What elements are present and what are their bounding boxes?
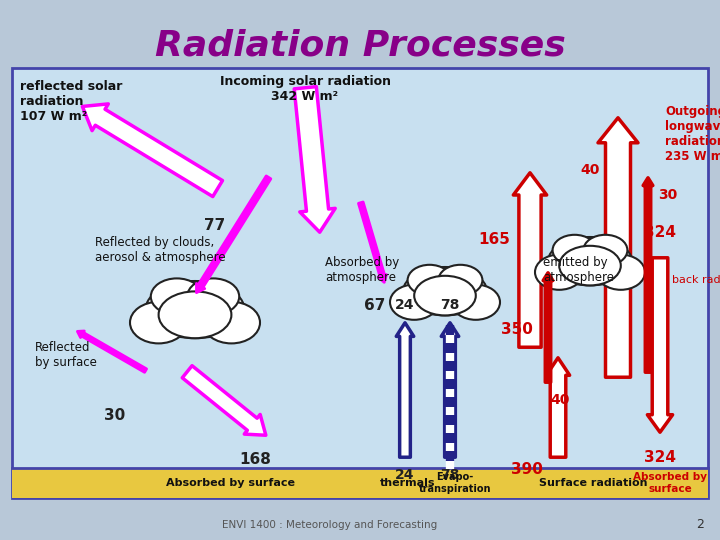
Ellipse shape: [548, 237, 632, 286]
Text: back radiation: back radiation: [672, 275, 720, 285]
Text: Absorbed by
atmosphere: Absorbed by atmosphere: [325, 256, 400, 284]
Ellipse shape: [535, 254, 583, 290]
Text: 2: 2: [696, 518, 704, 531]
Text: Surface radiation: Surface radiation: [539, 478, 647, 488]
Ellipse shape: [552, 235, 597, 266]
Ellipse shape: [150, 279, 203, 315]
Ellipse shape: [158, 292, 231, 338]
Ellipse shape: [438, 265, 482, 295]
Text: 40: 40: [580, 163, 600, 177]
Text: 67: 67: [364, 298, 386, 313]
Ellipse shape: [451, 285, 500, 320]
Text: 78: 78: [441, 298, 459, 312]
Text: 30: 30: [658, 188, 678, 202]
Text: Radiation Processes: Radiation Processes: [155, 28, 565, 62]
Ellipse shape: [403, 267, 487, 315]
Ellipse shape: [414, 276, 476, 315]
Ellipse shape: [408, 265, 451, 295]
Text: 390: 390: [511, 462, 543, 477]
Text: 324: 324: [644, 450, 676, 465]
Ellipse shape: [559, 246, 621, 286]
Text: thermals: thermals: [380, 478, 436, 488]
Text: Outgoing
longwave
radiation
235 W m²: Outgoing longwave radiation 235 W m²: [665, 105, 720, 163]
Text: Reflected
by surface: Reflected by surface: [35, 341, 97, 369]
Bar: [12, 68, 708, 498]
Ellipse shape: [130, 302, 187, 343]
Text: 324: 324: [644, 225, 676, 240]
Ellipse shape: [583, 235, 627, 266]
Text: 77: 77: [204, 218, 225, 233]
Text: Absorbed by surface: Absorbed by surface: [166, 478, 294, 488]
Text: Reflected by clouds,
aerosol & atmosphere: Reflected by clouds, aerosol & atmospher…: [95, 236, 225, 264]
Text: 350: 350: [501, 322, 533, 338]
Bar: [12, 468, 708, 498]
Text: Evapo-
transpiration: Evapo- transpiration: [419, 472, 491, 494]
Text: ENVI 1400 : Meteorology and Forecasting: ENVI 1400 : Meteorology and Forecasting: [222, 520, 438, 530]
Ellipse shape: [390, 285, 438, 320]
Text: Absorbed by
surface: Absorbed by surface: [633, 472, 707, 494]
Ellipse shape: [187, 279, 239, 315]
Ellipse shape: [145, 281, 244, 338]
Text: 165: 165: [478, 233, 510, 247]
Ellipse shape: [597, 254, 645, 290]
Text: 40: 40: [550, 393, 570, 407]
Text: 24: 24: [395, 298, 415, 312]
Text: emitted by
atmosphere: emitted by atmosphere: [543, 256, 614, 284]
Ellipse shape: [203, 302, 260, 343]
Text: 30: 30: [104, 408, 125, 422]
Text: 24: 24: [395, 468, 415, 482]
Text: 168: 168: [239, 453, 271, 468]
Text: reflected solar
radiation
107 W m²: reflected solar radiation 107 W m²: [20, 80, 122, 123]
Text: Incoming solar radiation
342 W m²: Incoming solar radiation 342 W m²: [220, 75, 390, 103]
Text: 78: 78: [441, 468, 459, 482]
